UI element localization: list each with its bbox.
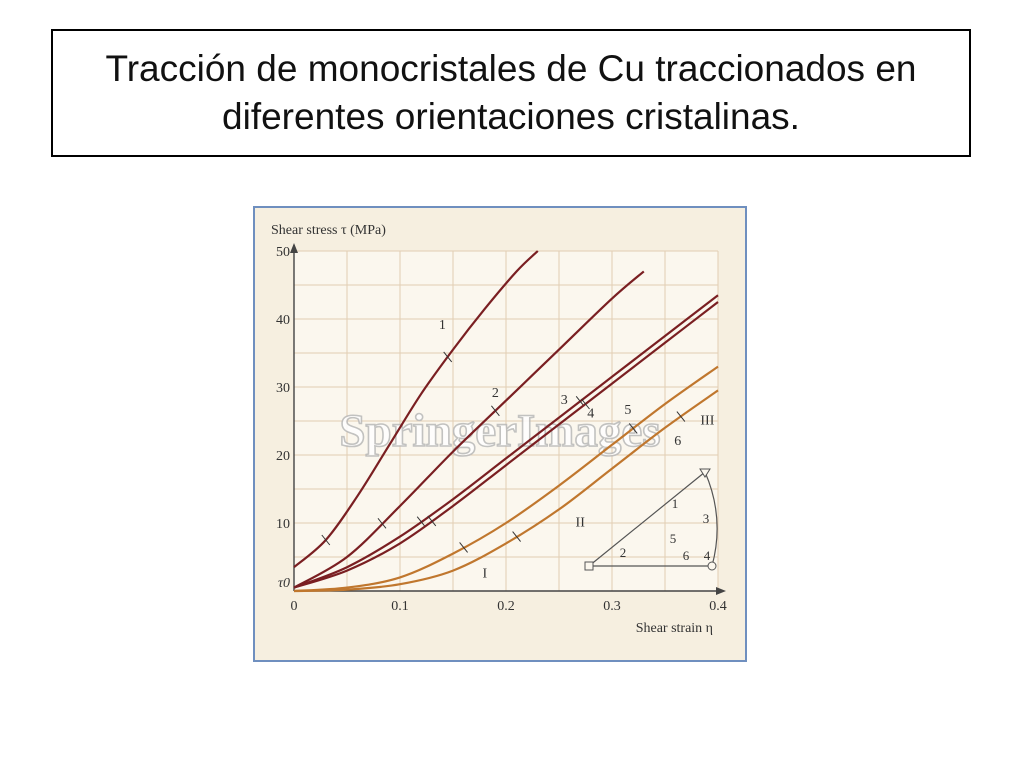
y-origin-label: τ0 [278,576,290,591]
stage-tick-mark [676,411,686,422]
y-axis-arrow [290,243,298,253]
x-tick-label: 0 [291,599,298,614]
inset-orientation-label: 2 [620,545,627,560]
stage-tick-mark [581,398,590,410]
y-axis-label: Shear stress τ (MPa) [271,223,386,238]
curve-annotation: 5 [624,403,631,418]
x-tick-label: 0.3 [603,599,621,614]
inset-orientation-label: 5 [670,531,677,546]
x-tick-label: 0.1 [391,599,409,614]
stage-tick-mark [377,518,387,529]
triangle-corner-011 [707,561,717,571]
series-line-4 [293,301,719,589]
inset-orientation-label: 6 [683,548,690,563]
x-axis-arrow [716,587,726,595]
x-tick-label: 0.2 [497,599,515,614]
y-tick-label: 10 [276,517,290,532]
series-line-3 [293,294,719,589]
stage-tick-mark [427,515,437,527]
series-line-5 [293,365,719,593]
stage-tick-mark [575,395,585,407]
triangle-corner-001 [584,561,594,571]
curve-annotation: 2 [492,386,499,401]
slide-title-box: Tracción de monocristales de Cu traccion… [51,29,971,157]
series-line-2 [293,270,645,589]
stage-tick-mark [628,423,638,434]
triangle-corner-111 [699,468,711,478]
curve-annotation: III [700,413,714,428]
stage-tick-mark [459,542,468,553]
curve-annotation: II [576,515,586,530]
stage-tick-mark [416,516,426,527]
chart-figure: 0 0.1 0.2 0.3 0.4 10 20 30 40 50 τ0 Shear stress τ … [253,206,747,662]
y-tick-label: 20 [276,449,290,464]
y-tick-label: 40 [276,313,290,328]
curve-annotation: 6 [674,434,681,449]
y-tick-label: 50 [276,245,290,260]
inset-orientation-label: 1 [672,496,679,511]
stage-tick-mark [321,534,331,546]
stage-tick-mark [491,405,500,417]
stage-tick-mark [512,531,521,542]
y-tick-label: 30 [276,381,290,396]
slide-title-line-2: diferentes orientaciones cristalinas. [222,96,800,137]
x-tick-label: 0.4 [709,599,727,614]
slide-title-line-1: Tracción de monocristales de Cu traccion… [105,48,917,89]
curve-annotation: 3 [561,393,568,408]
x-axis-label: Shear strain η [636,621,713,636]
curve-annotation: I [482,566,487,581]
series-line-6 [293,389,719,593]
stage-tick-mark [443,351,453,363]
inset-orientation-label: 3 [703,511,710,526]
series-line-1 [293,250,539,569]
inset-orientation-label: 4 [704,548,711,563]
curve-annotation: 4 [587,407,594,422]
shear-stress-chart: 0 0.1 0.2 0.3 0.4 10 20 30 40 50 τ0 Shear stress τ … [271,223,727,636]
curve-annotation: 1 [439,318,446,333]
